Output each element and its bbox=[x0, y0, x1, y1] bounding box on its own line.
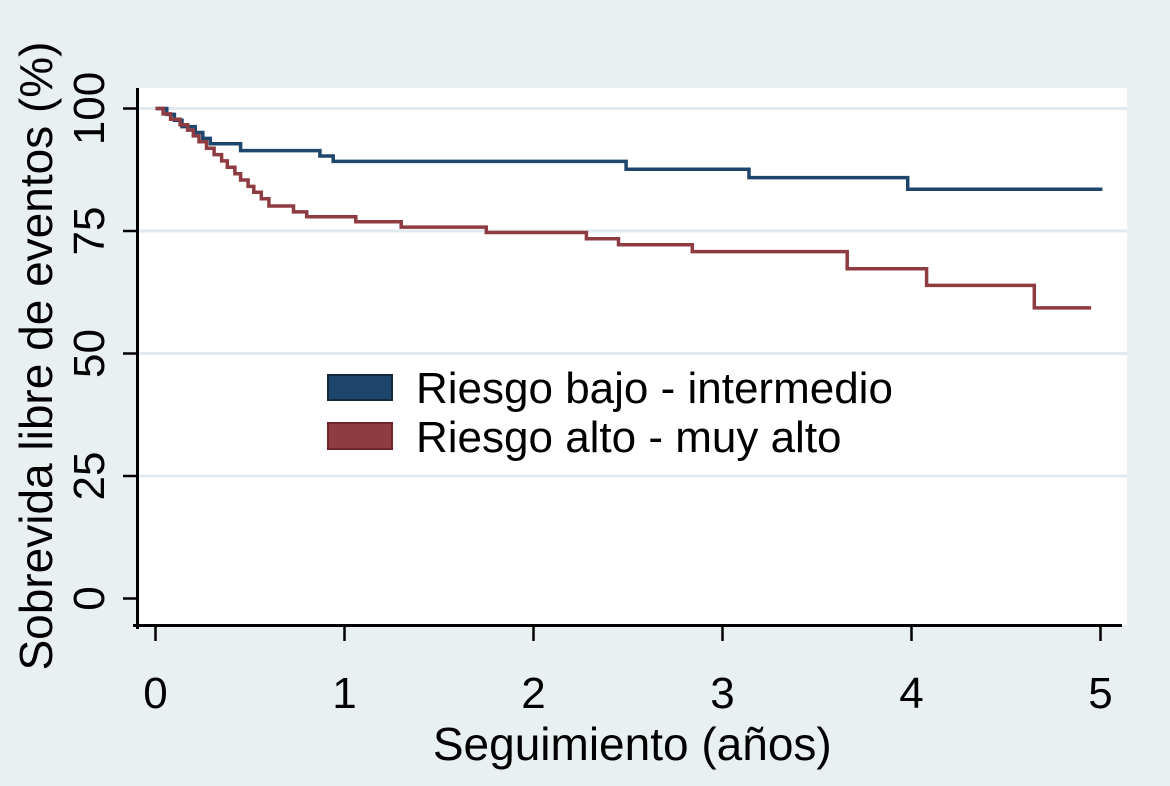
legend-swatch-low-intermediate bbox=[327, 374, 393, 401]
x-tick-label-3: 3 bbox=[710, 669, 734, 718]
x-tick-label-0: 0 bbox=[143, 669, 167, 718]
y-tick-label-75: 75 bbox=[65, 207, 114, 256]
legend-swatch-high-veryhigh bbox=[327, 422, 393, 450]
plot-area bbox=[137, 88, 1127, 625]
y-tick-label-25: 25 bbox=[65, 452, 114, 501]
x-tick-label-4: 4 bbox=[899, 669, 923, 718]
x-tick-label-2: 2 bbox=[521, 669, 545, 718]
y-tick-label-50: 50 bbox=[65, 329, 114, 378]
survival-curve-high-veryhigh bbox=[155, 106, 1092, 310]
y-tick-label-100: 100 bbox=[65, 72, 114, 145]
legend-label-high-veryhigh: Riesgo alto - muy alto bbox=[416, 413, 842, 462]
x-axis-title: Seguimiento (años) bbox=[433, 718, 832, 770]
x-tick-label-5: 5 bbox=[1088, 669, 1112, 718]
legend-label-low-intermediate: Riesgo bajo - intermedio bbox=[416, 364, 893, 413]
x-tick-label-1: 1 bbox=[332, 669, 356, 718]
y-axis-title: Sobrevida libre de eventos (%) bbox=[10, 42, 62, 671]
y-tick-label-0: 0 bbox=[65, 586, 114, 610]
